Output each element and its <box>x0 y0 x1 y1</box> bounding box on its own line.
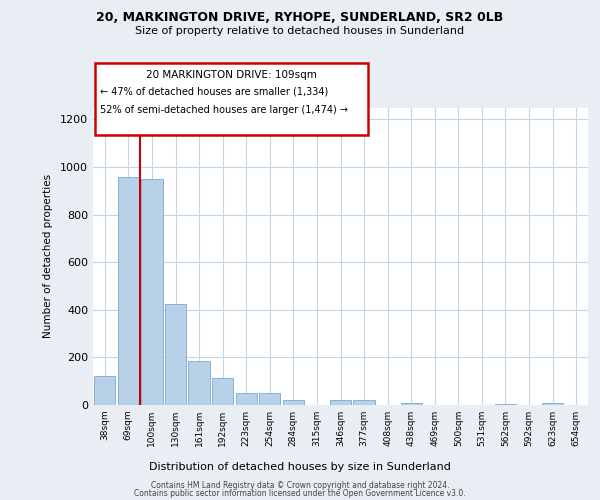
Bar <box>188 361 209 405</box>
Bar <box>401 402 422 405</box>
Bar <box>142 179 163 405</box>
Bar <box>118 176 139 405</box>
Bar <box>94 376 115 405</box>
Bar <box>212 378 233 405</box>
Bar <box>495 404 516 405</box>
Text: 52% of semi-detached houses are larger (1,474) →: 52% of semi-detached houses are larger (… <box>100 105 347 115</box>
Text: Size of property relative to detached houses in Sunderland: Size of property relative to detached ho… <box>136 26 464 36</box>
Bar <box>330 400 351 405</box>
Bar <box>236 393 257 405</box>
Text: 20, MARKINGTON DRIVE, RYHOPE, SUNDERLAND, SR2 0LB: 20, MARKINGTON DRIVE, RYHOPE, SUNDERLAND… <box>97 11 503 24</box>
Bar <box>542 403 563 405</box>
Text: ← 47% of detached houses are smaller (1,334): ← 47% of detached houses are smaller (1,… <box>100 86 328 97</box>
Text: Contains HM Land Registry data © Crown copyright and database right 2024.: Contains HM Land Registry data © Crown c… <box>151 480 449 490</box>
Bar <box>283 400 304 405</box>
Bar <box>353 400 374 405</box>
Text: Distribution of detached houses by size in Sunderland: Distribution of detached houses by size … <box>149 462 451 472</box>
Y-axis label: Number of detached properties: Number of detached properties <box>43 174 53 338</box>
Bar <box>165 304 186 405</box>
Bar <box>259 393 280 405</box>
Text: Contains public sector information licensed under the Open Government Licence v3: Contains public sector information licen… <box>134 490 466 498</box>
Text: 20 MARKINGTON DRIVE: 109sqm: 20 MARKINGTON DRIVE: 109sqm <box>146 70 317 80</box>
